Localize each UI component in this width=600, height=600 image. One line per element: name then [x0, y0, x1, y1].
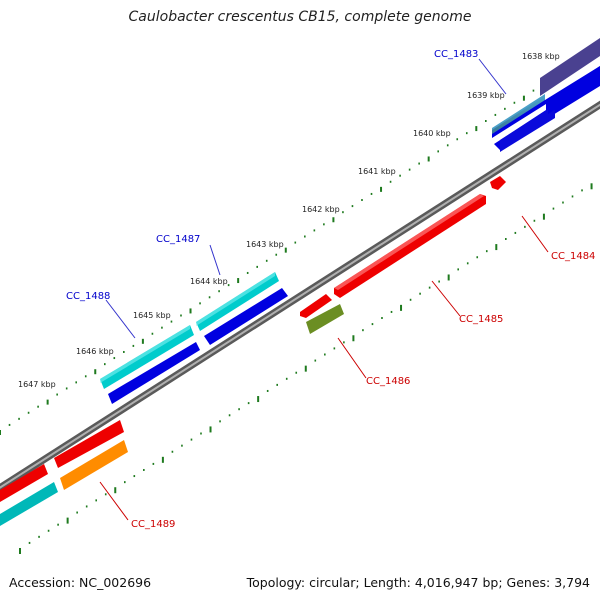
- gene-feature-purple[interactable]: [540, 38, 600, 96]
- kbp-label: 1643 kbp: [246, 240, 284, 249]
- gene-feature-red-mid[interactable]: [54, 420, 124, 468]
- kbp-label: 1647 kbp: [18, 380, 56, 389]
- cds-band-left: [108, 342, 200, 404]
- gene-label-cc-1484: CC_1484: [551, 251, 595, 262]
- leader-lines: [99, 58, 549, 521]
- gene-cc-1489-group[interactable]: [60, 440, 128, 490]
- backbone: [0, 100, 600, 492]
- gene-feature-cc-1488[interactable]: [100, 325, 194, 389]
- gene-cc-1486-group[interactable]: [306, 304, 344, 334]
- accession-text: Accession: NC_002696: [9, 575, 152, 590]
- gene-left-cyan-group[interactable]: [0, 482, 58, 526]
- kbp-label: 1641 kbp: [358, 167, 396, 176]
- map-title: Caulobacter crescentus CB15, complete ge…: [128, 9, 472, 25]
- kbp-label: 1644 kbp: [190, 277, 228, 286]
- inner-tick-ring: [19, 183, 593, 554]
- gene-feature-red-left[interactable]: [0, 464, 48, 502]
- cds-band-top: [492, 66, 600, 152]
- gene-label-cc-1486: CC_1486: [366, 376, 410, 387]
- gene-cc-1488-group[interactable]: [100, 325, 194, 389]
- kbp-label: 1646 kbp: [76, 347, 114, 356]
- gene-feature-cc-1486[interactable]: [306, 304, 344, 334]
- gene-cc-1484-group[interactable]: [490, 176, 506, 190]
- gene-labels: CC_1483 CC_1484 CC_1485 CC_1486 CC_1487 …: [66, 49, 595, 530]
- kbp-label: 1642 kbp: [302, 205, 340, 214]
- genome-summary-text: Topology: circular; Length: 4,016,947 bp…: [246, 575, 590, 590]
- kbp-label: 1638 kbp: [522, 52, 560, 61]
- outer-tick-ring: [0, 47, 600, 435]
- gene-label-cc-1485: CC_1485: [459, 314, 503, 325]
- gene-left-red-group[interactable]: [0, 420, 124, 502]
- kbp-label: 1640 kbp: [413, 129, 451, 138]
- gene-feature-cyan-left[interactable]: [0, 482, 58, 526]
- cds-band-mid: [204, 288, 288, 345]
- gene-feature-cc-1489[interactable]: [60, 440, 128, 490]
- gene-label-cc-1488: CC_1488: [66, 291, 110, 302]
- gene-cc-1485-group[interactable]: [334, 194, 486, 298]
- gene-cc-1487-group[interactable]: [196, 272, 279, 331]
- gene-feature-cc-1487[interactable]: [196, 272, 279, 331]
- kbp-label: 1645 kbp: [133, 311, 171, 320]
- gene-feature-cc-1484[interactable]: [490, 176, 506, 190]
- gene-small-red-group[interactable]: [300, 294, 332, 318]
- gene-label-cc-1483: CC_1483: [434, 49, 478, 60]
- gene-feature-cc-1485[interactable]: [334, 194, 486, 298]
- gene-label-cc-1487: CC_1487: [156, 234, 200, 245]
- kbp-labels: 1638 kbp 1639 kbp 1640 kbp 1641 kbp 1642…: [18, 52, 560, 389]
- gene-feature-red-small[interactable]: [300, 294, 332, 318]
- kbp-label: 1639 kbp: [467, 91, 505, 100]
- gene-label-cc-1489: CC_1489: [131, 519, 175, 530]
